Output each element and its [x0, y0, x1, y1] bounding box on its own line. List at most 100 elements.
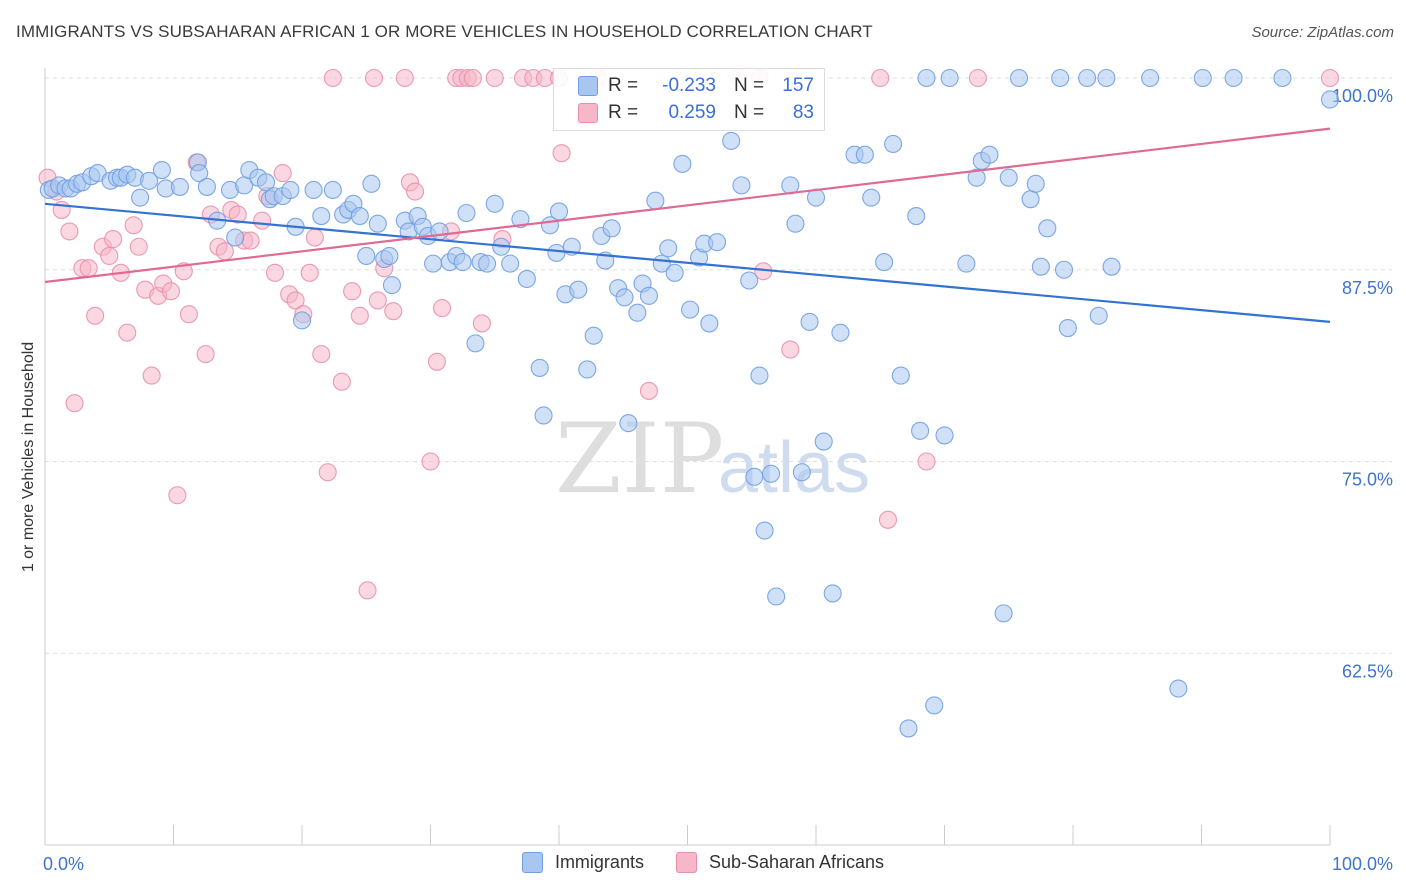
subsaharan-swatch [675, 852, 697, 873]
legend-label-immigrants: Immigrants [554, 852, 644, 872]
immigrants-trend-line [44, 202, 1331, 324]
subsaharan-point [463, 68, 482, 88]
subsaharan-point [118, 323, 137, 342]
immigrants-point [534, 406, 553, 425]
subsaharan-point [552, 144, 571, 163]
immigrants-point [304, 180, 323, 200]
subsaharan-point [350, 306, 369, 325]
immigrants-swatch [521, 852, 543, 873]
immigrants-point [1031, 257, 1050, 276]
immigrants-point [761, 464, 781, 483]
immigrants-point [380, 246, 399, 265]
immigrants-point [800, 312, 819, 331]
immigrants-point [517, 269, 536, 289]
immigrants-point [767, 587, 786, 606]
subsaharan-point [253, 211, 272, 230]
immigrants-point [792, 463, 811, 482]
immigrants-point [831, 323, 850, 342]
immigrants-point [994, 604, 1013, 623]
subsaharan-point [168, 486, 187, 505]
subsaharan-point [161, 282, 180, 301]
subsaharan-point [368, 291, 387, 310]
immigrants-point [430, 222, 449, 241]
y-tick-label: 100.0% [1332, 86, 1393, 106]
subsaharan-swatch [578, 103, 598, 123]
subsaharan-point [917, 452, 936, 471]
immigrants-point [1009, 68, 1029, 88]
subsaharan-point [358, 581, 377, 600]
immigrants-point [1097, 68, 1116, 88]
immigrants-point [925, 696, 944, 715]
immigrants-point [170, 177, 189, 196]
legend-item-immigrants[interactable]: Immigrants [521, 852, 644, 873]
legend-label-subsaharan: Sub-Saharan Africans [708, 852, 885, 872]
y-tick-label: 75.0% [1342, 470, 1393, 490]
subsaharan-trend-line [44, 127, 1331, 284]
immigrants-point [755, 521, 774, 540]
subsaharan-point [395, 68, 414, 88]
immigrants-point [1054, 260, 1074, 279]
immigrants-point [1021, 190, 1040, 209]
immigrants-point [602, 219, 621, 238]
immigrants-point [911, 421, 930, 440]
immigrants-point [312, 207, 331, 226]
stats-legend: R = -0.233 N = 157 R = 0.259 N = 83 [553, 68, 825, 131]
immigrants-point [1169, 679, 1188, 698]
subsaharan-point [323, 68, 342, 88]
immigrants-point [578, 360, 597, 379]
immigrants-point [855, 145, 874, 164]
immigrants-point [862, 188, 881, 207]
immigrants-point [453, 253, 472, 272]
immigrants-point [823, 584, 842, 603]
subsaharan-point [300, 263, 319, 282]
immigrants-point [382, 276, 402, 295]
immigrants-point [673, 154, 692, 173]
immigrants-point [628, 303, 647, 322]
immigrants-point [547, 243, 566, 262]
immigrants-point [884, 134, 903, 154]
subsaharan-point [384, 302, 403, 321]
immigrants-point [368, 214, 387, 233]
immigrants-point [740, 271, 759, 290]
chart-title: IMMIGRANTS VS SUBSAHARAN AFRICAN 1 OR MO… [16, 22, 873, 41]
immigrants-point [665, 263, 684, 282]
legend-row-immigrants: R = -0.233 N = 157 [578, 74, 814, 98]
subsaharan-point [421, 452, 440, 471]
legend-item-subsaharan[interactable]: Sub-Saharan Africans [675, 852, 885, 873]
subsaharan-point [286, 291, 305, 310]
immigrants-point [875, 253, 894, 272]
subsaharan-point [472, 314, 491, 333]
subsaharan-point [871, 68, 890, 88]
immigrants-point [511, 210, 530, 229]
immigrants-point [281, 180, 300, 200]
immigrants-point [1193, 68, 1212, 88]
subsaharan-point [86, 306, 105, 325]
subsaharan-point [968, 68, 987, 88]
immigrants-point [1038, 219, 1057, 238]
subsaharan-point [273, 164, 292, 183]
immigrants-point [980, 145, 999, 164]
immigrants-point [292, 311, 312, 330]
immigrants-point [226, 228, 245, 247]
n-value: 157 [782, 75, 814, 96]
subsaharan-point [100, 246, 119, 265]
immigrants-point [957, 254, 976, 273]
immigrants-point [485, 194, 504, 213]
series-legend: Immigrants Sub-Saharan Africans [0, 852, 1406, 873]
subsaharan-point [79, 259, 98, 278]
series-subsaharan-points [38, 68, 1340, 600]
subsaharan-point [781, 340, 800, 359]
r-value: -0.233 [662, 75, 716, 96]
subsaharan-point [265, 263, 285, 282]
immigrants-point [323, 180, 342, 200]
immigrants-point [745, 467, 764, 486]
subsaharan-point [305, 228, 324, 247]
immigrants-point [619, 414, 638, 433]
subsaharan-point [639, 381, 659, 400]
n-value: 83 [792, 102, 814, 123]
source-label: Source: ZipAtlas.com [1251, 24, 1394, 41]
immigrants-point [1026, 174, 1045, 193]
immigrants-point [1224, 68, 1243, 88]
subsaharan-point [312, 345, 331, 364]
subsaharan-point [343, 282, 362, 301]
